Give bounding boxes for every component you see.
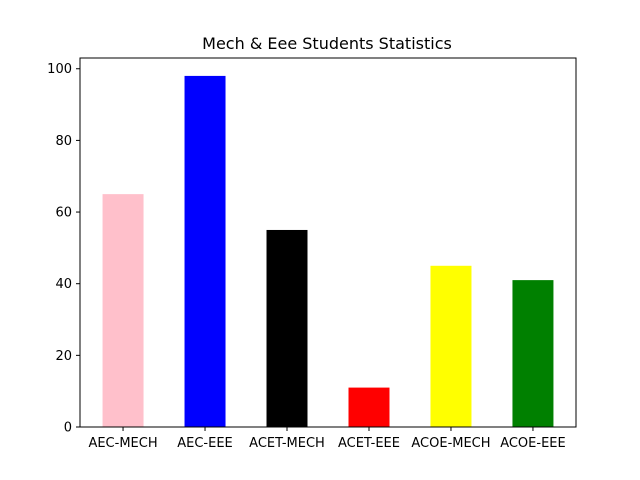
x-tick-label-aec-eee: AEC-EEE (177, 436, 233, 451)
plot-area: 0 20 40 60 80 100 AEC-MECH AEC-EEE ACET-MECH ACET… (47, 57, 577, 451)
bar-acoe-mech (430, 265, 472, 427)
bar-aec-eee (184, 75, 226, 427)
y-tick-label: 60 (55, 206, 72, 221)
y-tick-label: 0 (64, 421, 72, 436)
chart-title: Mech & Eee Students Statistics (202, 34, 452, 53)
x-tick-label-aec-mech: AEC-MECH (88, 436, 157, 451)
x-tick-label-acet-mech: ACET-MECH (249, 436, 325, 451)
x-tick-label-acoe-mech: ACOE-MECH (411, 436, 490, 451)
bar-aec-mech (102, 194, 144, 427)
x-tick-label-acoe-eee: ACOE-EEE (500, 436, 566, 451)
bar-acoe-eee (512, 280, 554, 427)
y-tick-label: 80 (55, 134, 72, 149)
y-tick-label: 40 (55, 277, 72, 292)
x-tick-label-acet-eee: ACET-EEE (338, 436, 400, 451)
y-tick-label: 20 (55, 349, 72, 364)
y-tick-label: 100 (47, 62, 72, 77)
bar-acet-mech (266, 229, 308, 427)
bar-acet-eee (348, 387, 390, 427)
plot-frame (79, 57, 577, 428)
